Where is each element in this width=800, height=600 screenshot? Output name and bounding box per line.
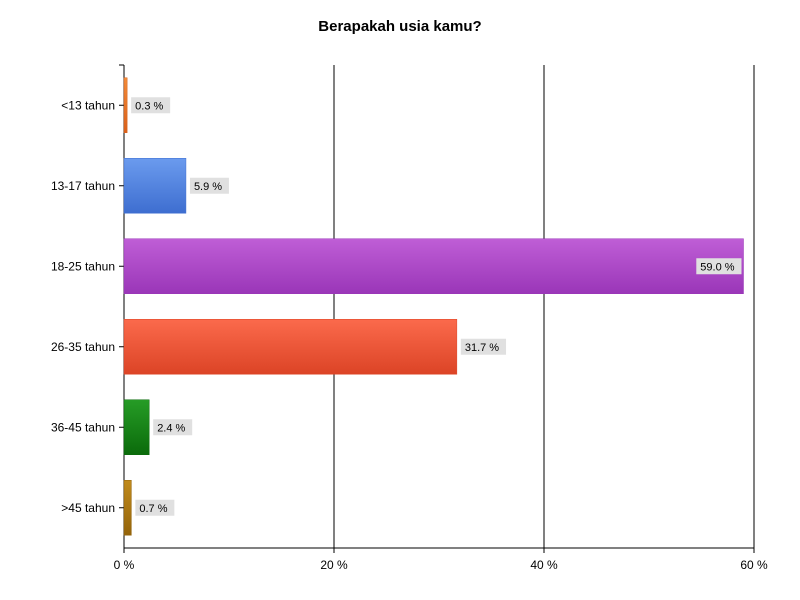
category-label: >45 tahun [61, 501, 115, 515]
bar [123, 480, 132, 536]
x-tick-label: 60 % [740, 558, 768, 572]
bar [123, 319, 458, 375]
x-tick-label: 40 % [530, 558, 558, 572]
data-label-background [460, 338, 507, 355]
data-label-background [135, 499, 175, 516]
data-label-background [131, 97, 171, 114]
chart-title: Berapakah usia kamu? [318, 18, 482, 35]
x-tick-label: 20 % [320, 558, 348, 572]
data-label: 59.0 % [700, 261, 734, 273]
data-label: 0.3 % [135, 100, 163, 112]
category-label: 13-17 tahun [51, 179, 115, 193]
data-label: 0.7 % [139, 503, 167, 515]
bar [123, 238, 744, 294]
category-label: 18-25 tahun [51, 259, 115, 273]
category-label: 26-35 tahun [51, 340, 115, 354]
data-label: 31.7 % [465, 342, 499, 354]
data-label-background [696, 258, 742, 275]
data-label-background [189, 177, 229, 194]
x-tick-label: 0 % [114, 558, 135, 572]
bar [123, 158, 187, 214]
data-label: 2.4 % [157, 422, 185, 434]
category-label: <13 tahun [61, 98, 115, 112]
data-label-background [153, 419, 193, 436]
category-label: 36-45 tahun [51, 420, 115, 434]
data-label: 5.9 % [194, 181, 222, 193]
bar [123, 399, 150, 455]
bar [123, 77, 128, 133]
